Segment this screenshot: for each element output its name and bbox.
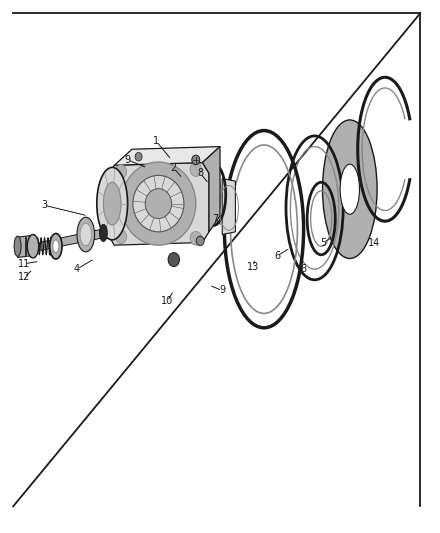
Ellipse shape — [121, 162, 196, 245]
Ellipse shape — [80, 223, 92, 246]
Ellipse shape — [323, 120, 377, 259]
Ellipse shape — [99, 224, 107, 241]
Text: 6: 6 — [274, 251, 280, 261]
Text: 4: 4 — [74, 264, 80, 274]
Circle shape — [192, 155, 200, 165]
Circle shape — [190, 231, 202, 245]
Text: 8: 8 — [197, 168, 203, 178]
Text: 7: 7 — [213, 214, 219, 223]
Circle shape — [135, 152, 142, 161]
Ellipse shape — [53, 240, 59, 253]
Polygon shape — [108, 163, 209, 245]
Circle shape — [196, 236, 204, 246]
Text: 2: 2 — [171, 163, 177, 173]
Ellipse shape — [145, 189, 172, 219]
Text: 1: 1 — [153, 136, 159, 146]
Text: 11: 11 — [18, 259, 30, 269]
Polygon shape — [18, 236, 31, 257]
Text: 5: 5 — [320, 238, 326, 247]
Ellipse shape — [14, 236, 21, 256]
Circle shape — [190, 163, 202, 176]
Ellipse shape — [77, 217, 95, 252]
Polygon shape — [202, 147, 220, 232]
Ellipse shape — [340, 164, 359, 214]
Text: 14: 14 — [368, 238, 380, 247]
Ellipse shape — [133, 175, 184, 232]
Text: 6: 6 — [301, 264, 307, 274]
Polygon shape — [40, 227, 114, 251]
Text: 3: 3 — [41, 200, 47, 210]
Text: 9: 9 — [125, 155, 131, 165]
Polygon shape — [222, 179, 235, 235]
Ellipse shape — [50, 233, 62, 259]
Ellipse shape — [97, 167, 128, 240]
Text: 13: 13 — [247, 262, 259, 271]
Circle shape — [115, 230, 127, 244]
Ellipse shape — [27, 235, 39, 258]
Polygon shape — [114, 147, 220, 165]
Circle shape — [168, 253, 180, 266]
Circle shape — [115, 165, 127, 179]
Ellipse shape — [103, 182, 121, 225]
Text: 9: 9 — [219, 286, 225, 295]
Text: 12: 12 — [18, 272, 30, 282]
Text: 10: 10 — [161, 296, 173, 306]
